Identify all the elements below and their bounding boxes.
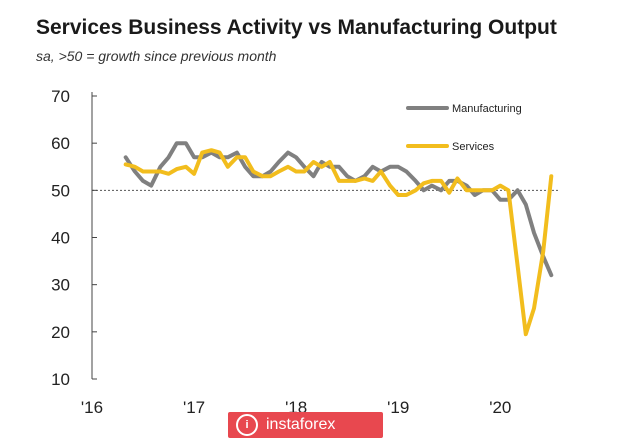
legend-label-manufacturing: Manufacturing [452, 103, 522, 115]
y-tick-label: 50 [51, 181, 70, 200]
watermark-badge: i instaforex [228, 412, 383, 438]
chart-title: Services Business Activity vs Manufactur… [36, 16, 557, 39]
y-tick-label: 40 [51, 229, 70, 248]
x-tick-label: '19 [387, 398, 409, 417]
x-tick-label: '20 [489, 398, 511, 417]
y-tick-label: 70 [51, 87, 70, 106]
x-tick-label: '16 [81, 398, 103, 417]
y-tick-label: 60 [51, 134, 70, 153]
instaforex-logo-icon: i [236, 414, 258, 436]
y-tick-label: 20 [51, 323, 70, 342]
chart-series [123, 141, 554, 337]
series-line-manufacturing [123, 141, 554, 278]
watermark-text: instaforex [266, 416, 336, 433]
y-tick-label: 30 [51, 276, 70, 295]
series-line-services [123, 148, 554, 337]
y-tick-label: 10 [51, 370, 70, 389]
chart-subtitle: sa, >50 = growth since previous month [36, 48, 277, 64]
legend-label-services: Services [452, 141, 495, 153]
chart-axes [91, 92, 558, 379]
x-tick-label: '17 [183, 398, 205, 417]
chart-legend: Manufacturing Services [406, 103, 522, 153]
